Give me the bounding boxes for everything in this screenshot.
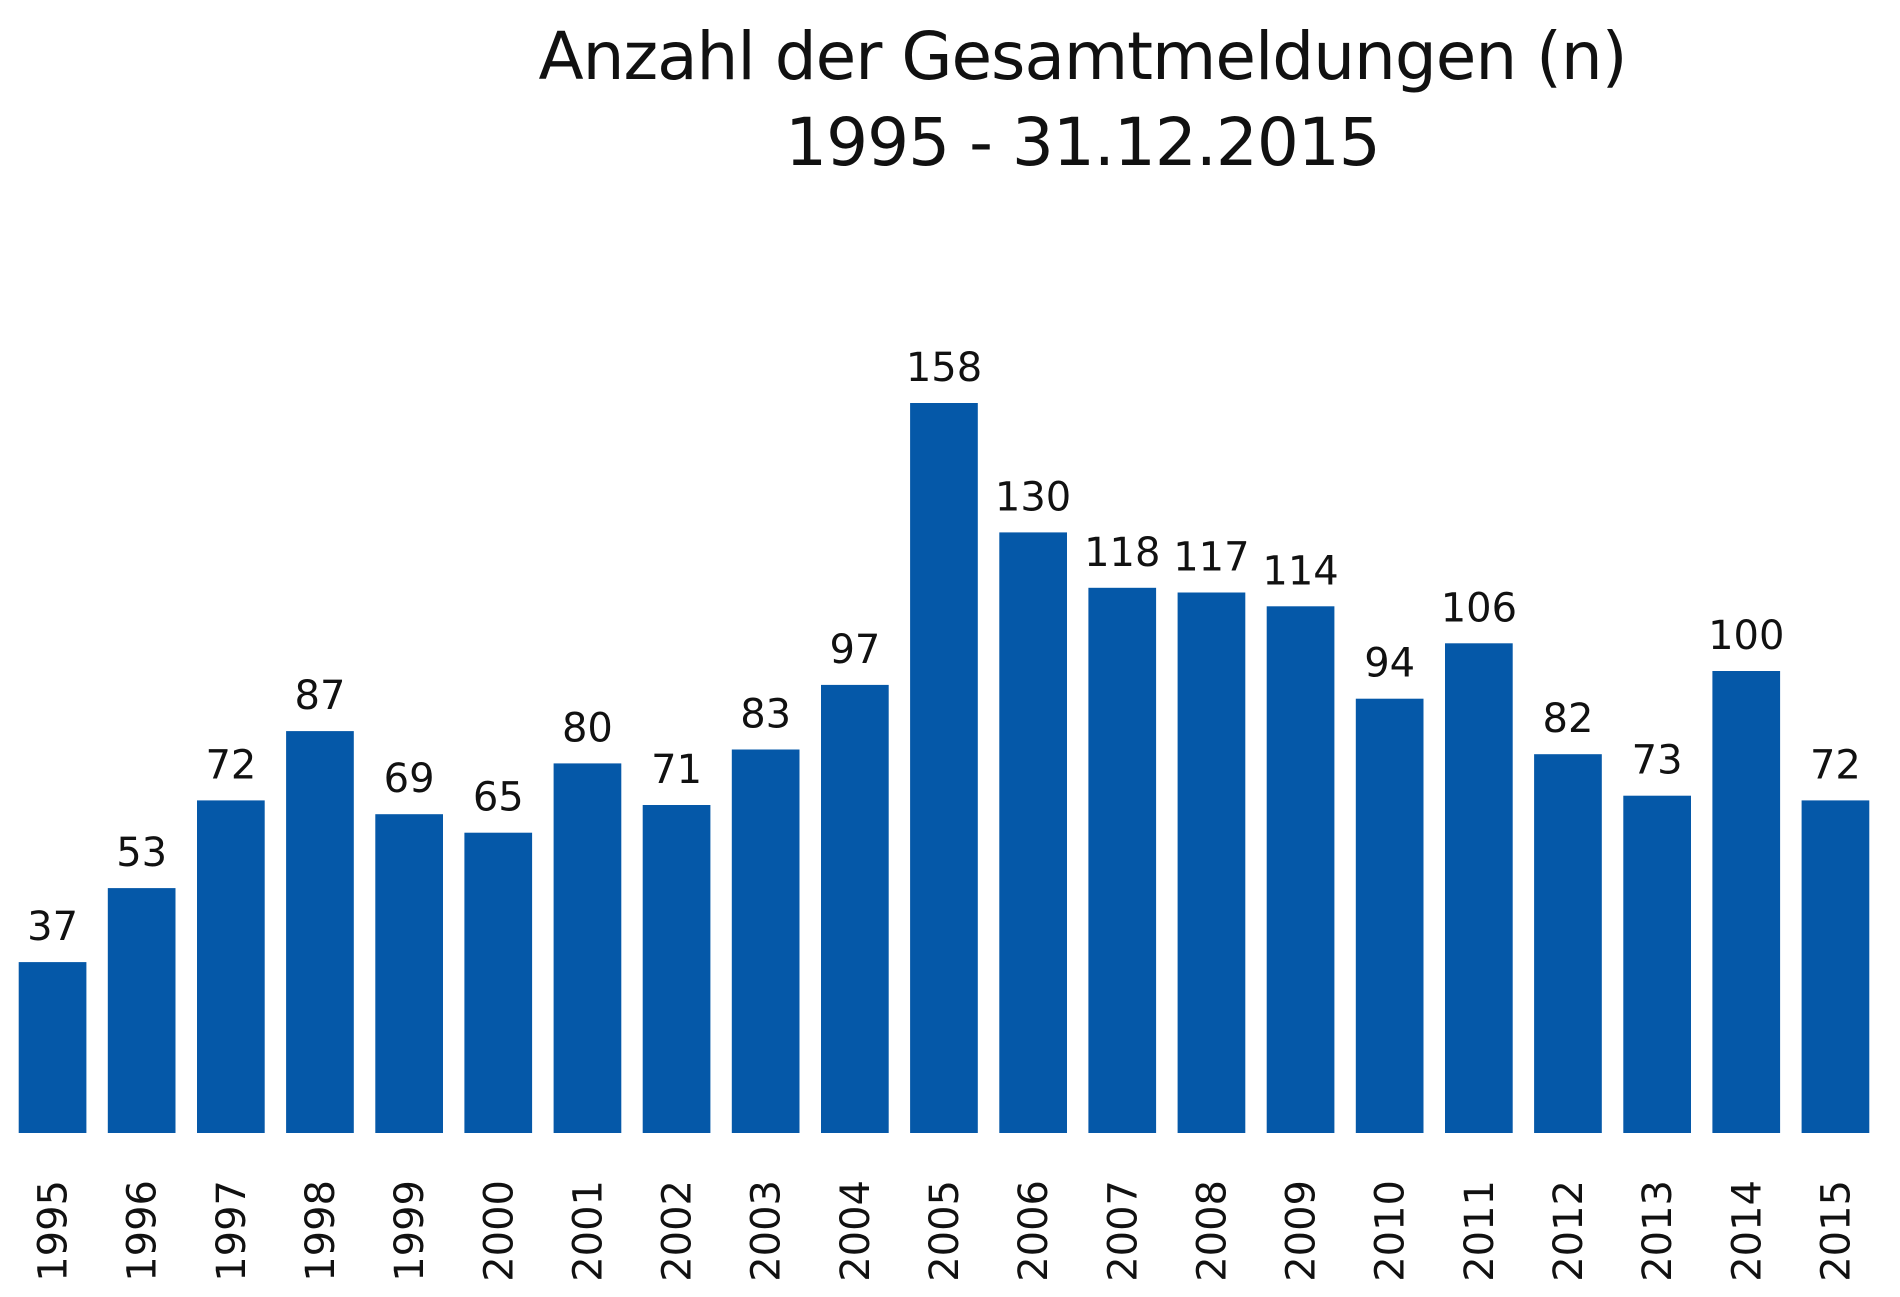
chart-subtitle: 1995 - 31.12.2015: [785, 104, 1381, 181]
value-label-1999: 69: [384, 756, 435, 802]
bar-2000: [464, 832, 533, 1133]
bars: [18, 403, 1870, 1133]
value-label-1995: 37: [27, 904, 78, 950]
bar-1998: [286, 731, 354, 1133]
bar-2012: [1534, 754, 1602, 1133]
value-labels: 37 53 72 87 69 65 80 71 83 97 158 130 118 117 114 94 106…: [27, 345, 1861, 950]
x-tick-label-2009: 2009: [1279, 1180, 1325, 1282]
value-label-2002: 71: [651, 747, 702, 793]
x-tick-label-1998: 1998: [298, 1180, 344, 1282]
x-tick-label-2001: 2001: [565, 1180, 611, 1282]
value-label-2005: 158: [906, 345, 982, 391]
x-tick-label-1996: 1996: [120, 1180, 166, 1282]
x-tick-label-2012: 2012: [1546, 1180, 1592, 1282]
x-tick-labels: 1995 1996 1997 1998 1999 2000 2001 2002 2003 2004…: [31, 1180, 1860, 1282]
value-label-2004: 97: [829, 627, 880, 673]
bar-1997: [197, 800, 265, 1133]
value-label-2015: 72: [1810, 742, 1861, 788]
bar-2004: [821, 684, 889, 1133]
value-label-2014: 100: [1708, 613, 1784, 659]
value-label-1998: 87: [295, 673, 346, 719]
bar-2011: [1445, 643, 1513, 1133]
value-label-2006: 130: [995, 474, 1071, 520]
x-tick-label-1999: 1999: [387, 1180, 433, 1282]
value-label-2013: 73: [1632, 738, 1683, 784]
value-label-2012: 82: [1543, 696, 1594, 742]
x-tick-label-2008: 2008: [1189, 1180, 1235, 1282]
x-tick-label-2011: 2011: [1457, 1180, 1503, 1282]
x-tick-label-2000: 2000: [476, 1180, 522, 1282]
bar-1999: [375, 814, 443, 1133]
bar-2001: [553, 763, 622, 1133]
bar-2013: [1623, 795, 1691, 1133]
x-tick-label-2003: 2003: [744, 1180, 790, 1282]
bar-2006: [999, 532, 1067, 1133]
value-label-2008: 117: [1173, 535, 1249, 581]
x-tick-label-2004: 2004: [833, 1180, 879, 1282]
value-label-1997: 72: [205, 742, 256, 788]
chart-title: Anzahl der Gesamtmeldungen (n): [538, 18, 1627, 95]
x-tick-label-2014: 2014: [1724, 1180, 1770, 1282]
value-label-2007: 118: [1084, 530, 1160, 576]
bar-2005: [910, 403, 978, 1133]
bar-2008: [1177, 592, 1246, 1133]
value-label-2011: 106: [1441, 585, 1517, 631]
bar-2014: [1712, 671, 1781, 1133]
bar-1995: [18, 962, 87, 1133]
bar-1996: [107, 888, 176, 1133]
value-label-2010: 94: [1364, 641, 1415, 687]
value-label-2000: 65: [473, 775, 524, 821]
bar-2007: [1088, 587, 1157, 1133]
x-tick-label-1995: 1995: [31, 1180, 77, 1282]
x-tick-label-2002: 2002: [655, 1180, 701, 1282]
x-tick-label-2013: 2013: [1635, 1180, 1681, 1282]
value-label-2001: 80: [562, 705, 613, 751]
x-tick-label-2006: 2006: [1011, 1180, 1057, 1282]
x-tick-label-2007: 2007: [1100, 1180, 1146, 1282]
bar-2010: [1355, 698, 1424, 1133]
x-tick-label-1997: 1997: [209, 1180, 255, 1282]
x-tick-label-2015: 2015: [1813, 1180, 1859, 1282]
bar-2002: [642, 805, 711, 1133]
x-tick-label-2005: 2005: [922, 1180, 968, 1282]
bar-2015: [1801, 800, 1870, 1133]
value-label-1996: 53: [116, 830, 167, 876]
x-tick-label-2010: 2010: [1368, 1180, 1414, 1282]
value-label-2003: 83: [740, 692, 791, 738]
bar-2003: [731, 749, 800, 1133]
value-label-2009: 114: [1262, 548, 1338, 594]
bar-2009: [1266, 606, 1335, 1133]
